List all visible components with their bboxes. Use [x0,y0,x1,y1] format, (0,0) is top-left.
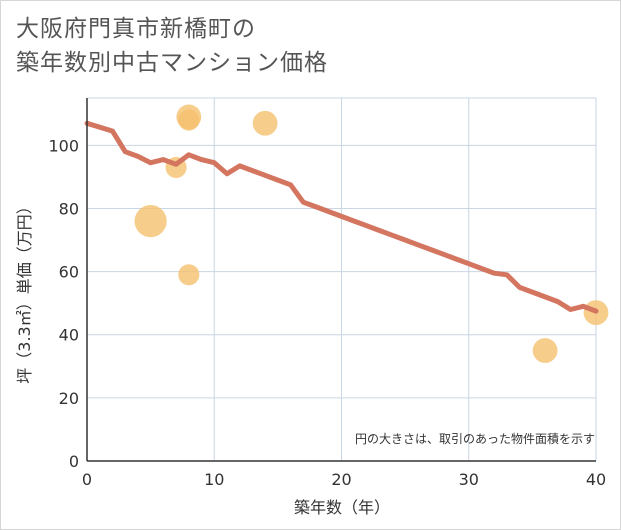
y-tick-label: 40 [59,326,79,345]
x-tick-label: 0 [82,470,92,489]
x-tick-label: 30 [459,470,479,489]
data-bubble [178,264,200,286]
trend-line [84,120,599,314]
y-tick-label: 100 [48,136,79,155]
chart-title: 大阪府門真市新橋町の 築年数別中古マンション価格 [16,12,328,80]
chart-note: 円の大きさは、取引のあった物件面積を示す [355,431,595,446]
y-axis-label: 坪（3.3㎡）単価（万円） [15,198,34,383]
data-bubble [252,110,278,136]
x-axis-label: 築年数（年） [294,498,390,517]
x-tick-label: 40 [586,470,606,489]
bubble-layer [134,104,609,363]
line-layer [84,120,599,314]
axis-layer: 0 20 40 60 80 100 0 10 20 30 40 [48,98,606,489]
data-bubble [134,205,167,238]
title-line-1: 大阪府門真市新橋町の [16,16,256,42]
y-tick-label: 60 [59,263,79,282]
x-tick-label: 20 [331,470,351,489]
data-bubble [532,338,558,363]
y-tick-label: 0 [69,452,79,471]
grid-layer [87,97,597,461]
y-tick-label: 20 [59,389,79,408]
x-tick-label: 10 [204,470,224,489]
title-line-2: 築年数別中古マンション価格 [16,50,328,76]
y-tick-label: 80 [59,199,79,218]
data-bubble [178,109,200,131]
